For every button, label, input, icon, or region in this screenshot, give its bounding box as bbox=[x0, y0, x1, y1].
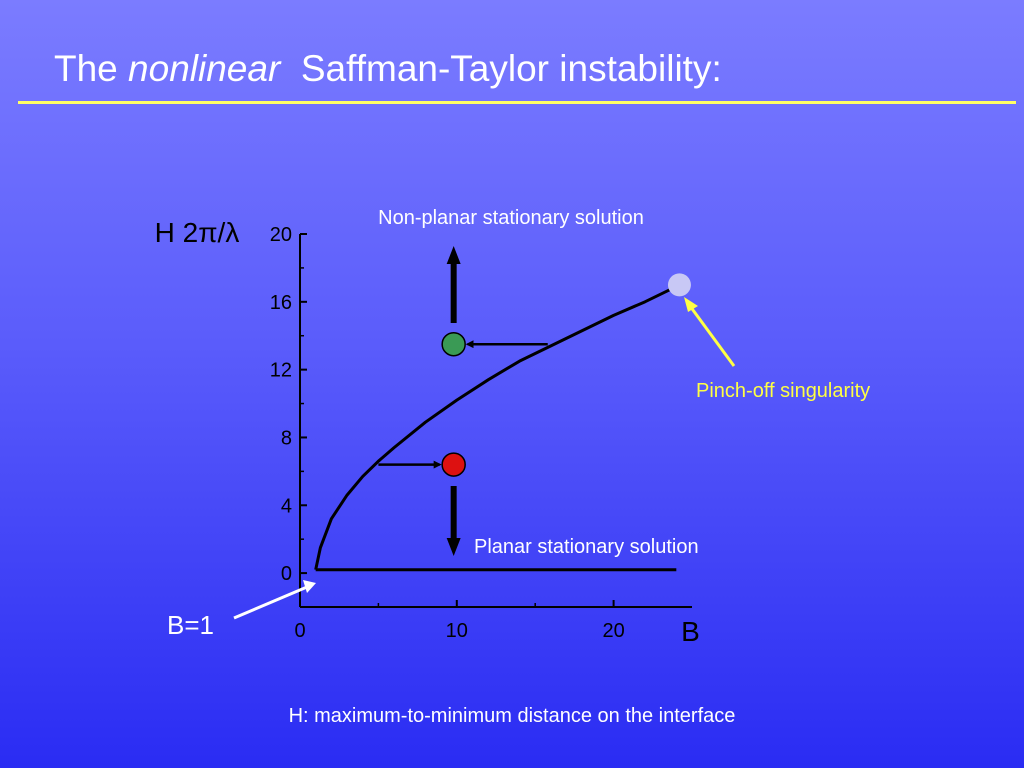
title-emphasis: nonlinear bbox=[128, 48, 281, 89]
chart-labels: 0 4 8 12 16 20 0 10 20 B H 2π/λ Non-planar stationa… bbox=[155, 207, 871, 647]
chart-marks bbox=[233, 246, 736, 620]
bifurcation-chart: 0 4 8 12 16 20 0 10 20 B H 2π/λ Non-planar stationa… bbox=[154, 207, 871, 647]
y-tick-label: 12 bbox=[270, 360, 292, 382]
x-axis-title: B bbox=[681, 616, 700, 647]
y-tick-label: 0 bbox=[281, 563, 292, 585]
y-tick-label: 8 bbox=[281, 427, 292, 449]
y-tick-label: 4 bbox=[281, 495, 292, 517]
series-line-0 bbox=[314, 285, 677, 571]
singularity-point bbox=[667, 273, 691, 297]
b1-arrow-head bbox=[303, 580, 316, 593]
stable-point bbox=[441, 331, 466, 357]
title-suffix: Saffman-Taylor instability: bbox=[300, 48, 722, 89]
y-tick-label: 16 bbox=[270, 292, 292, 314]
arrow-down-head bbox=[446, 538, 461, 556]
x-tick-label: 20 bbox=[602, 620, 624, 642]
footnote: H: maximum-to-minimum distance on the in… bbox=[288, 705, 736, 727]
pinch-off-arrow-shaft bbox=[688, 305, 736, 367]
x-tick-label: 0 bbox=[294, 620, 305, 642]
pinch-off-arrow-head bbox=[684, 297, 698, 312]
planar-label: Planar stationary solution bbox=[474, 536, 699, 558]
arrow-up-head bbox=[446, 246, 461, 264]
slide-title: The nonlinear Saffman-Taylor instability… bbox=[54, 48, 722, 90]
non-planar-label: Non-planar stationary solution bbox=[378, 207, 644, 229]
b1-arrow-shaft bbox=[233, 585, 308, 620]
chart-axes bbox=[299, 233, 692, 608]
title-prefix: The bbox=[54, 48, 118, 89]
title-underline bbox=[18, 101, 1016, 104]
x-tick-label: 10 bbox=[446, 620, 468, 642]
unstable-point bbox=[441, 452, 466, 477]
y-axis-title: H 2π/λ bbox=[155, 217, 240, 248]
b1-label: B=1 bbox=[167, 610, 214, 640]
y-tick-label: 20 bbox=[270, 224, 292, 246]
pinch-off-label: Pinch-off singularity bbox=[696, 380, 870, 402]
